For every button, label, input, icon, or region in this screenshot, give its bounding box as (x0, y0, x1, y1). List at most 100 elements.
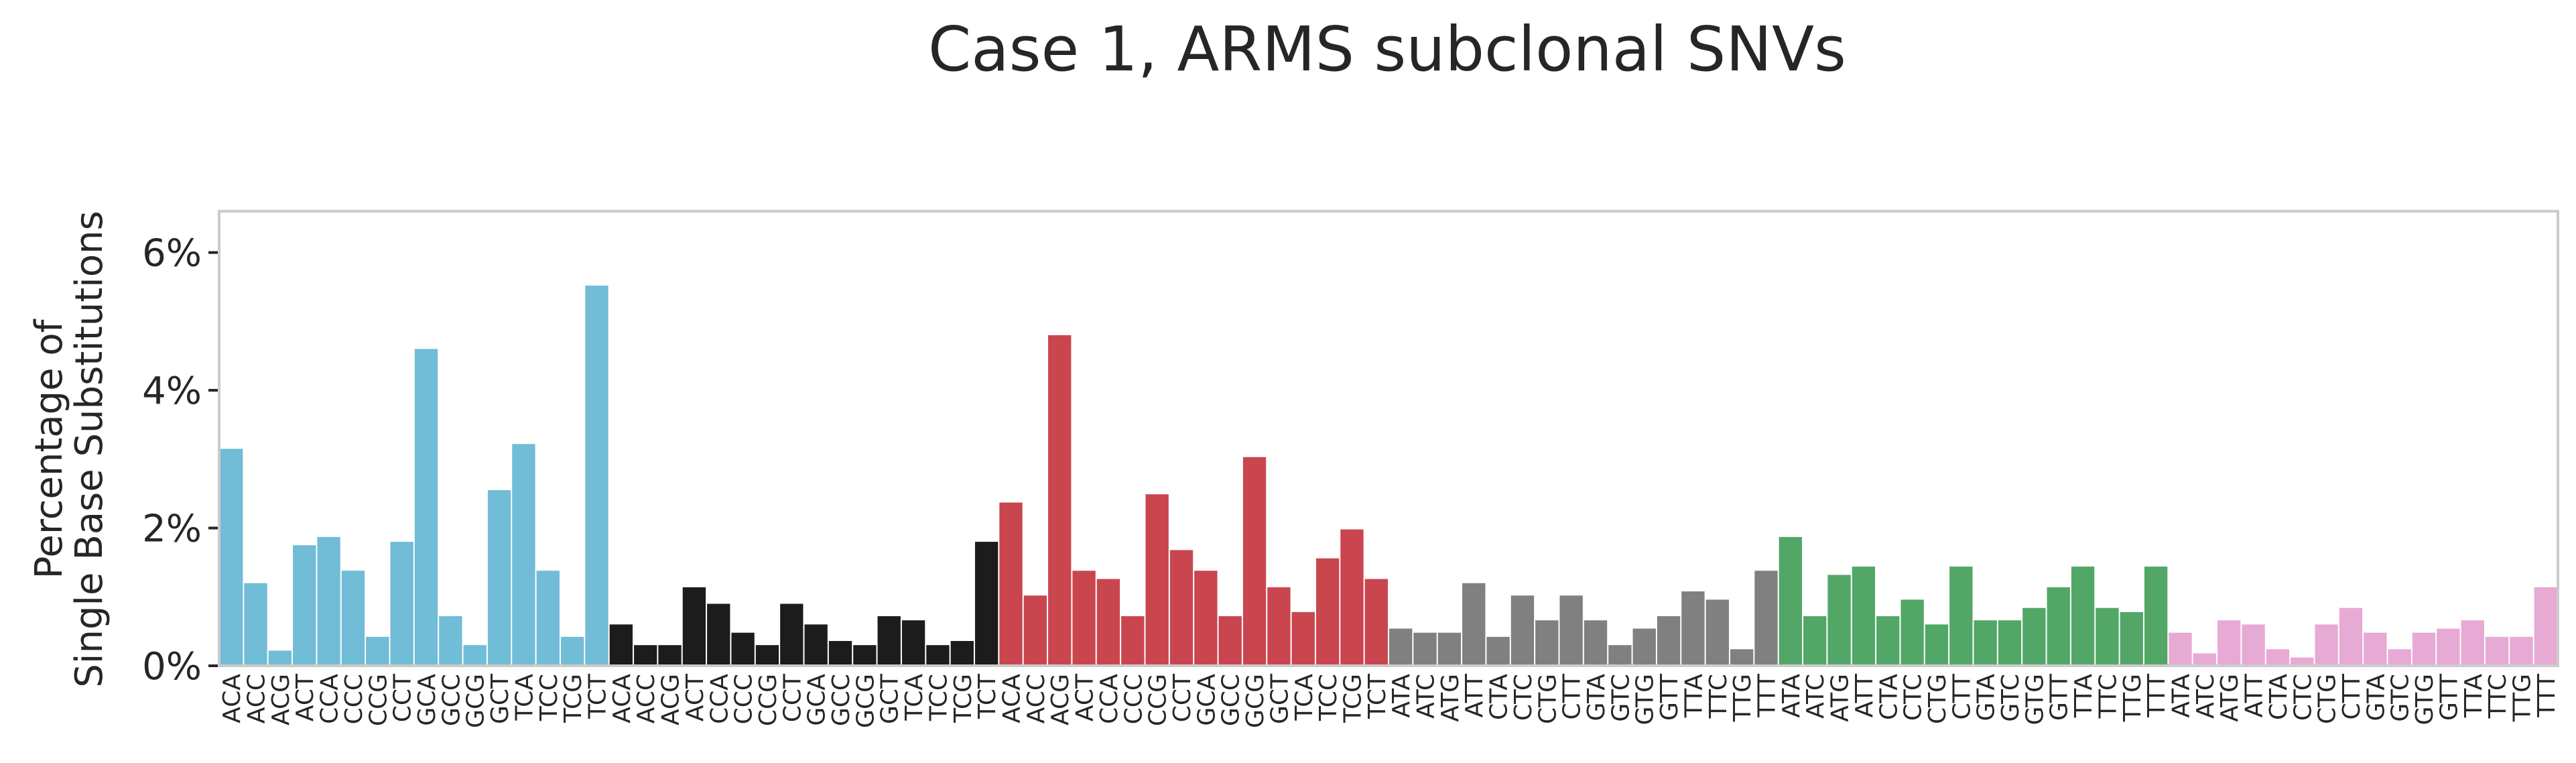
bar-37 (1121, 616, 1145, 666)
bar-63 (1754, 571, 1778, 666)
x-tick-label-50: ATG (1437, 674, 1464, 722)
x-tick-label-7: CCT (389, 673, 417, 722)
y-tick-label-1: 2% (142, 508, 202, 551)
bar-94 (2510, 636, 2533, 666)
bar-24 (804, 624, 828, 666)
x-tick-label-43: GCT (1266, 673, 1293, 724)
bar-15 (585, 285, 608, 666)
x-tick-label-18: ACG (657, 674, 685, 725)
x-tick-label-37: CCC (1120, 674, 1147, 724)
bar-45 (1315, 558, 1340, 666)
x-tick-label-17: ACC (633, 674, 660, 723)
bar-91 (2437, 628, 2460, 666)
bar-3 (293, 545, 316, 666)
bar-95 (2534, 587, 2557, 666)
bar-86 (2315, 624, 2338, 666)
bar-36 (1096, 579, 1120, 666)
bar-23 (780, 603, 803, 666)
x-tick-label-82: ATG (2216, 674, 2244, 722)
bar-16 (609, 624, 633, 666)
x-tick-label-74: GTG (2021, 674, 2049, 725)
x-tick-label-39: CCT (1169, 673, 1196, 722)
bar-43 (1267, 587, 1291, 666)
x-tick-label-11: GCT (487, 673, 514, 724)
bar-27 (877, 616, 901, 666)
bar-14 (560, 636, 584, 666)
x-tick-label-60: TTA (1680, 674, 1708, 719)
bar-62 (1730, 649, 1754, 666)
x-tick-label-40: GCA (1193, 674, 1220, 726)
bar-25 (828, 641, 852, 666)
x-tick-label-64: ATA (1778, 674, 1805, 718)
x-tick-label-47: TCT (1364, 673, 1391, 719)
x-tick-label-3: ACT (292, 673, 319, 721)
bar-35 (1072, 571, 1096, 666)
x-tick-label-69: CTC (1900, 674, 1927, 721)
x-tick-label-94: TTG (2508, 674, 2536, 722)
x-tick-label-36: CCA (1096, 674, 1123, 724)
x-tick-label-66: ATG (1827, 674, 1854, 722)
bar-87 (2339, 607, 2363, 666)
x-tick-label-8: GCA (413, 674, 441, 726)
bar-40 (1194, 571, 1218, 666)
x-tick-label-65: ATC (1802, 674, 1829, 719)
x-tick-label-56: GTA (1583, 674, 1610, 721)
bar-4 (317, 536, 340, 666)
bar-68 (1876, 616, 1900, 666)
bar-41 (1218, 616, 1242, 666)
bar-22 (755, 645, 779, 666)
x-tick-label-25: GCC (828, 674, 855, 726)
bar-47 (1364, 579, 1388, 666)
bar-39 (1169, 550, 1194, 666)
bar-85 (2291, 657, 2314, 666)
x-tick-label-87: CTT (2338, 673, 2366, 719)
bar-74 (2022, 607, 2046, 666)
bar-48 (1389, 628, 1413, 666)
bar-66 (1827, 575, 1851, 666)
bar-11 (487, 490, 511, 666)
bar-5 (341, 571, 365, 666)
y-axis-label-line-2: Single Base Substitutions (68, 211, 111, 687)
bar-76 (2071, 567, 2095, 666)
x-tick-label-59: GTT (1656, 673, 1683, 721)
x-tick-label-52: CTA (1486, 674, 1513, 720)
x-tick-label-86: CTG (2314, 674, 2341, 724)
x-tick-label-92: TTA (2460, 674, 2488, 719)
x-tick-label-4: CCA (316, 674, 344, 724)
bar-49 (1413, 632, 1437, 666)
bar-18 (658, 645, 682, 666)
y-tick-label-3: 6% (142, 232, 202, 276)
x-tick-label-48: ATA (1388, 674, 1415, 718)
bar-80 (2169, 632, 2192, 666)
bar-67 (1852, 567, 1876, 666)
x-tick-label-54: CTG (1534, 674, 1561, 724)
x-tick-label-35: ACT (1072, 673, 1099, 721)
x-tick-label-55: CTT (1559, 673, 1586, 719)
x-tick-label-71: CTT (1948, 673, 1976, 719)
x-tick-label-29: TCC (925, 674, 952, 721)
bar-69 (1901, 599, 1924, 666)
bar-65 (1803, 616, 1827, 666)
x-tick-label-10: GCG (462, 674, 490, 728)
x-tick-label-57: GTC (1607, 674, 1634, 722)
x-tick-label-83: ATT (2241, 673, 2268, 717)
x-tick-label-28: TCA (901, 674, 928, 721)
bar-56 (1584, 620, 1608, 666)
x-tick-label-81: ATC (2192, 674, 2219, 719)
bar-61 (1705, 599, 1729, 666)
bar-72 (1974, 620, 1997, 666)
x-tick-label-75: GTT (2046, 673, 2073, 721)
x-tick-label-62: TTG (1729, 674, 1756, 722)
bar-89 (2388, 649, 2411, 666)
y-tick-label-0: 0% (142, 645, 202, 689)
x-tick-label-49: ATC (1413, 674, 1440, 719)
x-tick-label-30: TCG (950, 674, 977, 723)
x-tick-label-85: CTC (2289, 674, 2317, 721)
bar-9 (439, 616, 462, 666)
bar-0 (220, 449, 243, 666)
x-tick-label-88: GTA (2362, 674, 2390, 721)
bar-19 (682, 587, 706, 666)
x-tick-label-89: GTC (2387, 674, 2414, 722)
bar-21 (731, 632, 755, 666)
